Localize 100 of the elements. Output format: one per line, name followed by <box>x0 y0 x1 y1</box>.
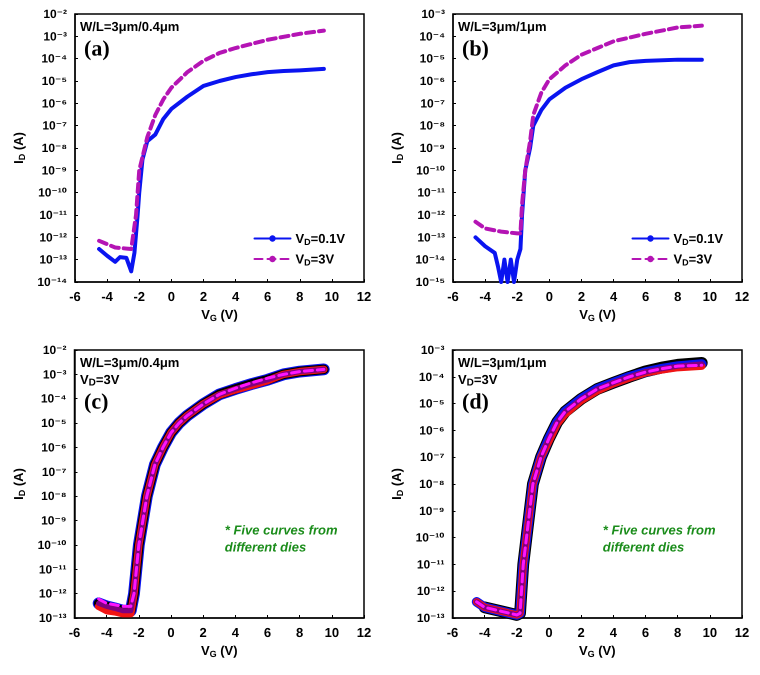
y-axis-title: ID (A) <box>11 132 27 164</box>
x-tick-label: 2 <box>578 289 586 304</box>
y-tick-label: 10⁻¹¹ <box>39 208 68 222</box>
annotation: * Five curves from different dies <box>602 522 720 555</box>
x-tick-label: -6 <box>68 625 80 640</box>
x-tick-label: -4 <box>479 289 492 304</box>
y-tick-label: 10⁻⁶ <box>420 74 446 88</box>
y-tick-label: 10⁻¹⁴ <box>37 275 68 289</box>
y-axis-title: ID (A) <box>11 468 27 500</box>
x-tick-label: 12 <box>734 289 750 304</box>
x-tick-label: -6 <box>447 289 459 304</box>
y-tick-label: 10⁻⁵ <box>42 74 68 88</box>
x-tick-label: 10 <box>324 289 340 304</box>
y-tick-label: 10⁻¹² <box>416 584 444 598</box>
x-tick-label: -4 <box>101 289 114 304</box>
x-tick-label: -4 <box>478 625 492 640</box>
x-tick-label: 0 <box>546 289 553 304</box>
annotation: W/L=3μm/0.4μm <box>80 355 180 370</box>
y-tick-label: 10⁻⁵ <box>419 396 444 411</box>
annotation: * Five curves from different dies <box>224 522 342 555</box>
y-tick-label: 10⁻¹³ <box>417 230 446 244</box>
x-tick-label: 8 <box>674 625 682 640</box>
y-tick-label: 10⁻² <box>42 343 66 357</box>
y-tick-label: 10⁻⁴ <box>40 392 67 406</box>
x-tick-label: -2 <box>511 289 524 304</box>
annotation: (b) <box>462 36 489 60</box>
x-tick-label: 4 <box>232 289 240 304</box>
x-tick-label: 8 <box>296 289 304 304</box>
annotation: W/L=3μm/1μm <box>458 355 547 370</box>
x-tick-label: 0 <box>167 625 175 640</box>
x-tick-label: 6 <box>264 289 272 304</box>
y-tick-label: 10⁻¹¹ <box>416 557 444 572</box>
annotation: (d) <box>462 388 489 414</box>
y-tick-label: 10⁻⁷ <box>420 450 445 464</box>
x-tick-label: 0 <box>168 289 175 304</box>
y-tick-label: 10⁻⁹ <box>42 163 68 178</box>
x-tick-label: 6 <box>642 289 650 304</box>
y-tick-label: 10⁻⁶ <box>419 423 444 438</box>
y-tick-label: 10⁻³ <box>43 29 68 44</box>
annotation: (a) <box>84 36 110 60</box>
y-tick-label: 10⁻¹³ <box>38 611 66 625</box>
x-tick-label: 10 <box>702 625 718 640</box>
y-tick-label: 10⁻¹⁰ <box>416 163 446 178</box>
y-axis-title: ID (A) <box>389 132 405 164</box>
y-tick-label: 10⁻¹² <box>39 230 68 244</box>
x-tick-label: 4 <box>610 289 618 304</box>
x-tick-label: 12 <box>734 625 750 640</box>
y-tick-label: 10⁻¹⁴ <box>415 252 446 267</box>
x-tick-label: 10 <box>324 625 340 640</box>
y-tick-label: 10⁻⁶ <box>42 96 68 110</box>
x-tick-label: -4 <box>100 625 114 640</box>
x-tick-label: 2 <box>200 289 208 304</box>
y-tick-label: 10⁻⁸ <box>420 118 446 133</box>
y-tick-label: 10⁻⁴ <box>41 52 68 66</box>
y-tick-label: 10⁻³ <box>42 367 66 382</box>
x-tick-label: 6 <box>264 625 272 640</box>
y-tick-label: 10⁻⁸ <box>419 477 444 491</box>
x-tick-label: 2 <box>200 625 207 640</box>
y-tick-label: 10⁻³ <box>421 7 446 21</box>
x-tick-label: 8 <box>674 289 682 304</box>
y-tick-label: 10⁻¹¹ <box>38 562 66 576</box>
y-tick-label: 10⁻⁴ <box>418 370 445 384</box>
y-tick-label: 10⁻¹² <box>38 586 66 601</box>
y-tick-label: 10⁻³ <box>420 343 444 357</box>
y-tick-label: 10⁻¹³ <box>39 252 68 267</box>
annotation: (c) <box>84 388 108 414</box>
y-tick-label: 10⁻⁷ <box>420 96 446 110</box>
x-tick-label: 2 <box>578 625 585 640</box>
annotation: W/L=3μm/0.4μm <box>80 19 180 34</box>
y-tick-label: 10⁻⁵ <box>420 52 446 66</box>
x-tick-label: 12 <box>356 289 372 304</box>
x-tick-label: 0 <box>545 625 553 640</box>
y-tick-label: 10⁻¹⁰ <box>38 538 66 552</box>
y-tick-label: 10⁻⁶ <box>41 440 66 454</box>
y-tick-label: 10⁻¹⁰ <box>416 530 444 545</box>
y-axis-title: ID (A) <box>389 468 405 500</box>
x-tick-label: 10 <box>702 289 718 304</box>
y-tick-label: 10⁻⁸ <box>42 141 68 155</box>
x-tick-label: 12 <box>356 625 372 640</box>
y-tick-label: 10⁻⁴ <box>419 29 446 44</box>
x-tick-label: -2 <box>133 625 145 640</box>
y-tick-label: 10⁻⁵ <box>41 416 66 430</box>
y-tick-label: 10⁻¹² <box>417 208 446 222</box>
x-tick-label: 8 <box>296 625 304 640</box>
y-tick-label: 10⁻¹³ <box>416 611 444 625</box>
x-tick-label: 6 <box>642 625 650 640</box>
x-tick-label: 4 <box>610 625 618 640</box>
y-tick-label: 10⁻¹⁵ <box>416 275 446 289</box>
y-tick-label: 10⁻⁷ <box>42 464 67 479</box>
y-tick-label: 10⁻⁹ <box>420 141 446 155</box>
x-tick-label: -2 <box>133 289 146 304</box>
y-tick-label: 10⁻⁹ <box>419 504 444 518</box>
annotation: W/L=3μm/1μm <box>458 19 547 34</box>
y-tick-label: 10⁻⁹ <box>41 514 66 528</box>
y-tick-label: 10⁻⁸ <box>41 489 66 504</box>
x-tick-label: -6 <box>69 289 81 304</box>
x-tick-label: 4 <box>232 625 240 640</box>
x-tick-label: -2 <box>511 625 523 640</box>
x-tick-label: -6 <box>446 625 458 640</box>
y-tick-label: 10⁻⁷ <box>42 118 68 133</box>
